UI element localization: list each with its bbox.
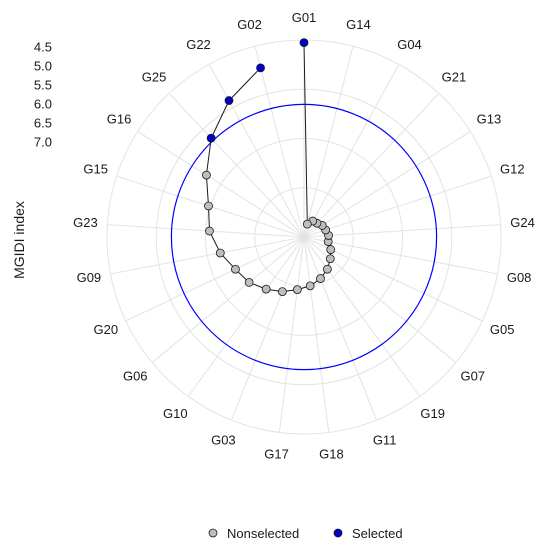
data-point-g15 (204, 201, 213, 211)
grid-spoke (168, 93, 305, 238)
grid-spoke (278, 236, 305, 433)
grid-spoke (151, 236, 305, 363)
data-point-g07 (325, 254, 335, 264)
grid-spoke (303, 236, 377, 421)
legend: Nonselected Selected (208, 526, 403, 541)
grid-spoke (137, 131, 305, 238)
points-layer (202, 38, 336, 296)
legend-swatch-nonselected (208, 528, 218, 538)
genotype-label-g18: G18 (319, 446, 344, 461)
y-tick-label: 6.0 (34, 96, 52, 111)
legend-label-nonselected: Nonselected (227, 526, 299, 541)
y-tick-label: 5.0 (34, 59, 52, 74)
data-point-g23 (205, 226, 214, 236)
grid-spoke (231, 236, 305, 421)
grid-spoke (125, 236, 305, 322)
data-point-g25 (206, 133, 216, 143)
polar-grid (106, 39, 502, 435)
data-point-g11 (316, 274, 325, 283)
y-tick-label: 7.0 (34, 134, 52, 149)
data-point-g16 (202, 170, 211, 180)
y-tick-label: 4.5 (34, 40, 52, 55)
genotype-label-g10: G10 (163, 406, 188, 421)
data-point-g06 (244, 277, 254, 287)
genotype-label-g22: G22 (186, 37, 211, 52)
grid-spoke (303, 175, 492, 238)
genotype-label-g16: G16 (107, 112, 132, 127)
data-point-g19 (322, 264, 332, 274)
data-point-g10 (261, 284, 271, 294)
genotype-label-g08: G08 (507, 270, 532, 285)
y-axis-ticks: 4.5 5.0 5.5 6.0 6.5 7.0 (34, 40, 52, 150)
grid-spoke (303, 224, 501, 238)
genotype-label-g19: G19 (420, 406, 445, 421)
genotype-label-g11: G11 (373, 433, 397, 448)
genotype-label-g09: G09 (77, 270, 102, 285)
grid-spoke (254, 46, 305, 238)
genotype-label-g03: G03 (211, 433, 236, 448)
genotype-label-g15: G15 (83, 161, 108, 176)
data-point-g05 (326, 245, 336, 254)
data-point-g01 (299, 38, 309, 48)
cutoff-circle (170, 103, 438, 371)
genotype-label-g12: G12 (500, 161, 525, 176)
genotype-label-g05: G05 (490, 322, 515, 337)
grid-spoke (208, 64, 305, 238)
y-tick-label: 5.5 (34, 77, 52, 92)
genotype-label-g07: G07 (460, 369, 485, 384)
genotype-label-g14: G14 (346, 17, 371, 32)
grid-spoke (110, 236, 305, 275)
genotype-label-g21: G21 (442, 69, 467, 84)
ranking-path-layer (205, 42, 332, 293)
data-point-g22 (224, 96, 234, 105)
legend-swatch-selected (333, 528, 343, 538)
data-point-g14 (302, 219, 312, 229)
genotype-label-g01: G01 (292, 10, 317, 25)
genotype-label-g04: G04 (397, 37, 422, 52)
data-point-g02 (256, 63, 265, 73)
grid-spoke (303, 236, 498, 275)
grid-spoke (303, 64, 400, 238)
genotype-labels: G01 G14 G04 G21 G13 G12 G24 G08 G05 G07 G19 G11 G18 G… (73, 10, 535, 461)
grid-spoke (303, 93, 440, 238)
y-axis-label: MGIDI index (11, 201, 27, 279)
grid-spoke (303, 236, 421, 397)
legend-label-selected: Selected (352, 526, 403, 541)
data-point-g20 (231, 264, 240, 274)
grid-spoke (187, 236, 305, 397)
genotype-label-g25: G25 (142, 69, 167, 84)
y-tick-label: 6.5 (34, 115, 52, 130)
genotype-label-g20: G20 (94, 322, 119, 337)
grid-spoke (303, 236, 330, 433)
genotype-label-g02: G02 (237, 17, 262, 32)
ranking-path (205, 42, 332, 293)
data-point-g09 (215, 248, 225, 258)
genotype-label-g13: G13 (477, 112, 502, 127)
grid-spoke (303, 131, 471, 238)
genotype-label-g23: G23 (73, 215, 98, 230)
genotype-label-g24: G24 (510, 215, 535, 230)
cutoff-circle-layer (170, 103, 438, 371)
data-point-g03 (277, 287, 287, 296)
grid-spoke (303, 46, 354, 238)
genotype-label-g17: G17 (264, 446, 289, 461)
data-point-g17 (292, 285, 302, 295)
data-point-g18 (305, 281, 315, 291)
grid-spoke (303, 236, 457, 363)
genotype-label-g06: G06 (123, 369, 148, 384)
